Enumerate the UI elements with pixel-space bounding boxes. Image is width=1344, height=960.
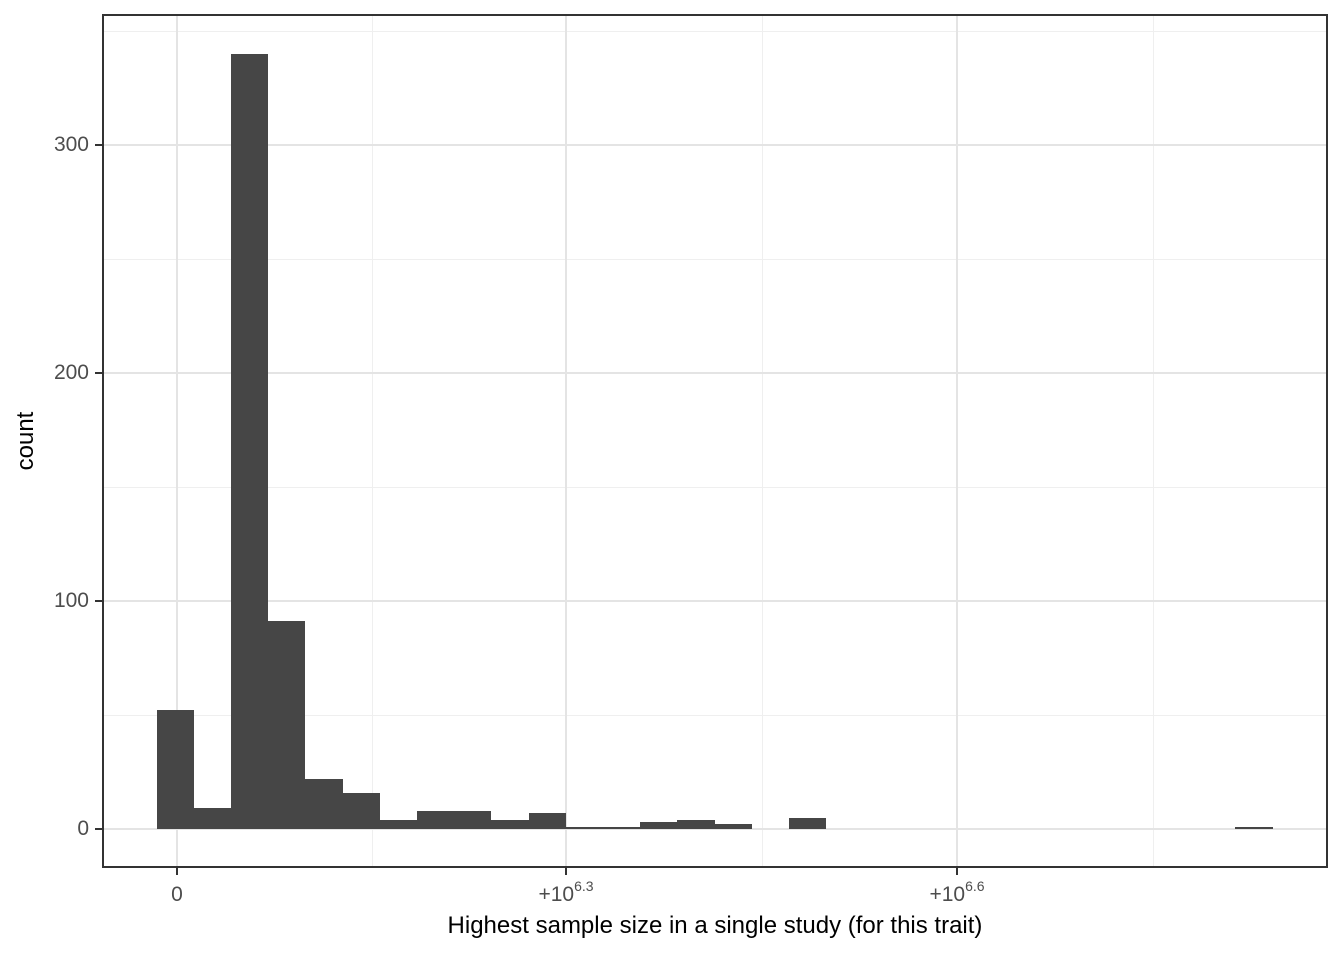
x-tick-exponent: 6.3 (574, 878, 594, 894)
gridline-minor-h (102, 30, 1328, 32)
histogram-bar (380, 820, 417, 829)
histogram-bar (231, 54, 268, 829)
y-tick-label: 100 (53, 589, 89, 612)
y-tick-label: 0 (77, 817, 89, 840)
y-tick-label: 200 (53, 361, 89, 384)
histogram-bar (566, 827, 603, 829)
gridline-minor-v (1152, 14, 1154, 868)
histogram-bar (157, 710, 194, 829)
histogram-bar (529, 813, 566, 829)
histogram-bar (789, 818, 826, 829)
histogram-bar (491, 820, 529, 829)
histogram-bar (715, 824, 752, 829)
histogram-bar (305, 779, 343, 829)
x-tick-label: +106.3 (538, 878, 594, 906)
histogram-bar (454, 811, 491, 829)
histogram-bar (194, 808, 231, 829)
histogram-bar (268, 621, 305, 829)
gridline-major-h (102, 144, 1328, 146)
gridline-major-v (565, 14, 567, 868)
gridline-major-v (956, 14, 958, 868)
gridline-minor-v (761, 14, 763, 868)
y-tick-mark (95, 372, 102, 374)
gridline-minor-h (102, 258, 1328, 260)
x-tick-label: 0 (171, 883, 183, 906)
x-axis-title: Highest sample size in a single study (f… (447, 912, 983, 939)
gridline-major-v (176, 14, 178, 868)
gridline-major-h (102, 600, 1328, 602)
gridline-major-h (102, 372, 1328, 374)
y-tick-mark (95, 828, 102, 830)
gridline-major-h (102, 828, 1328, 830)
x-tick-mark (565, 868, 567, 875)
y-axis-title: count (12, 411, 39, 471)
histogram-bar (417, 811, 454, 829)
plot-panel (102, 14, 1328, 868)
x-tick-exponent: 6.6 (965, 878, 985, 894)
gridline-minor-h (102, 486, 1328, 488)
gridline-minor-v (371, 14, 373, 868)
histogram-bar (603, 827, 640, 829)
histogram-bar (677, 820, 715, 829)
x-tick-label: +106.6 (929, 878, 985, 906)
y-tick-mark (95, 144, 102, 146)
histogram-bar (1235, 827, 1273, 829)
histogram-bar (343, 793, 380, 829)
histogram-bar (640, 822, 677, 829)
gridline-minor-h (102, 714, 1328, 716)
y-tick-label: 300 (53, 133, 89, 156)
x-tick-mark (176, 868, 178, 875)
y-tick-mark (95, 600, 102, 602)
x-tick-mark (956, 868, 958, 875)
